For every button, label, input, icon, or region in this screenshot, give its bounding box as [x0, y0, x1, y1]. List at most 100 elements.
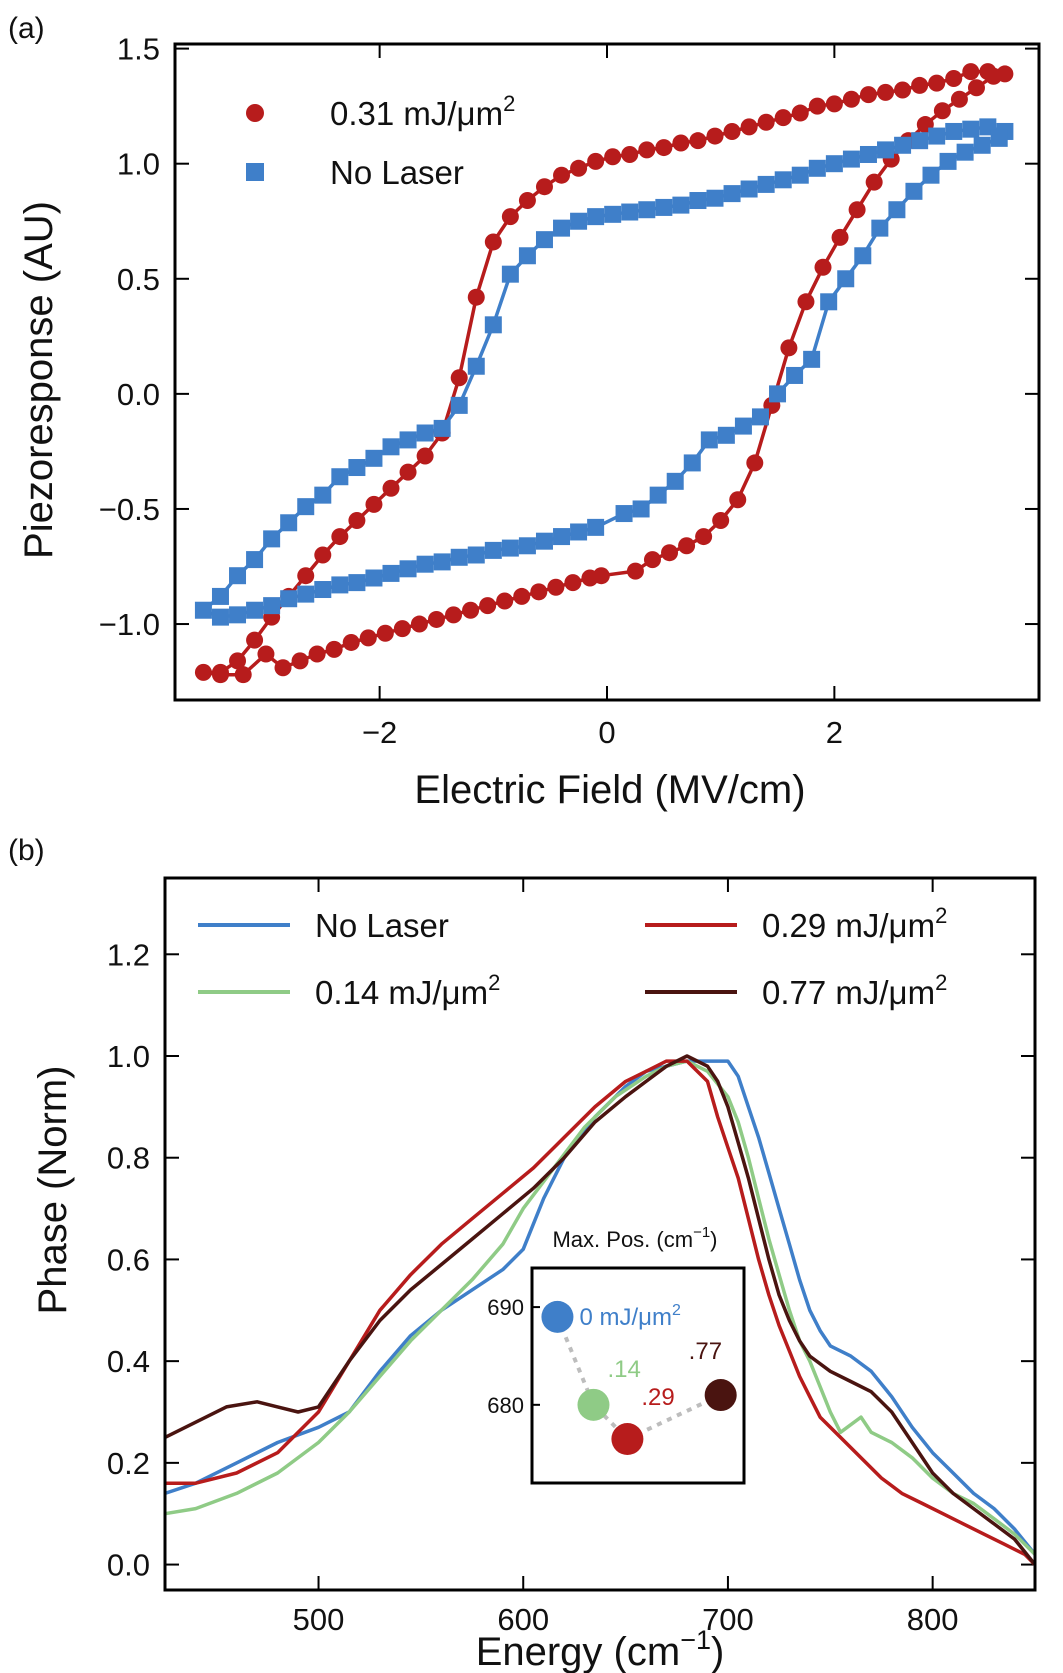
panel-a-point-circle — [825, 95, 843, 113]
panel-b-frame — [163, 876, 1037, 1592]
panel-a-point-square — [194, 601, 212, 619]
panel-a-point-square — [501, 265, 519, 283]
panel-a-xlabel: Electric Field (MV/cm) — [414, 768, 805, 812]
panel-a-point-circle — [484, 233, 502, 251]
panel-a-xtick-label: 2 — [826, 715, 843, 750]
panel-b-xtick-label: 700 — [702, 1602, 754, 1637]
panel-a-point-circle — [291, 652, 309, 670]
panel-a-point-circle — [757, 113, 775, 131]
panel-a-point-square — [331, 576, 349, 594]
inset-ytick-label: 690 — [487, 1295, 524, 1320]
panel-a-point-circle — [740, 118, 758, 136]
legend-marker-0.31 — [246, 104, 264, 122]
panel-a-point-circle — [587, 152, 605, 170]
panel-a-point-circle — [661, 544, 679, 562]
panel-b-ytick-label: 0.4 — [107, 1344, 150, 1379]
panel-a-point-circle — [911, 76, 929, 94]
panel-a-point-circle — [553, 166, 571, 184]
panel-a-point-square — [211, 608, 229, 626]
panel-a-point-circle — [808, 97, 826, 115]
inset-ytick-label: 680 — [487, 1393, 524, 1418]
panel-a-point-square — [734, 417, 752, 435]
panel-a-point-circle — [570, 159, 588, 177]
panel-a-point-circle — [325, 640, 343, 658]
panel-a-point-circle — [950, 90, 968, 108]
panel-a-point-square — [382, 564, 400, 582]
panel-a-ylabel: Piezoresponse (AU) — [17, 201, 61, 559]
panel-a-point-square — [786, 366, 804, 384]
panel-a-point-square — [416, 424, 434, 442]
panel-a-point-square — [859, 145, 877, 163]
inset-point — [577, 1388, 610, 1421]
panel-a-point-circle — [479, 597, 497, 615]
panel-b-ytick-label: 0.2 — [107, 1446, 150, 1481]
panel-a-point-square — [229, 606, 247, 624]
panel-a-point-circle — [450, 369, 468, 387]
panel-a-point-square — [535, 231, 553, 249]
panel-a-point-circle — [655, 139, 673, 157]
inset-connector — [555, 1316, 722, 1442]
panel-a-point-square — [769, 385, 787, 403]
panel-a-point-circle — [513, 587, 531, 605]
panel-a-point-circle — [678, 537, 696, 555]
legend-label-0.77: 0.77 mJ/μm2 — [762, 970, 947, 1011]
panel-a-point-circle — [462, 601, 480, 619]
panel-a-point-circle — [621, 145, 639, 163]
inset-point-label: .77 — [689, 1338, 722, 1365]
panel-a-point-square — [263, 530, 281, 548]
panel-a-point-square — [638, 201, 656, 219]
panel-a-point-square — [399, 431, 417, 449]
panel-a-point-circle — [257, 645, 275, 663]
panel-a-point-square — [945, 122, 963, 140]
panel-a-point-square — [871, 219, 889, 237]
panel-a-point-square — [433, 553, 451, 571]
panel-a-point-circle — [797, 293, 815, 311]
panel-a-point-square — [450, 548, 468, 566]
panel-a-point-square — [382, 438, 400, 456]
panel-a-point-circle — [331, 528, 349, 546]
panel-a-point-circle — [194, 663, 212, 681]
panel-a-point-square — [888, 201, 906, 219]
panel-a-point-circle — [967, 79, 985, 97]
panel-b: (b) Energy (cm−1) Phase (Norm) 500 600 700… — [8, 834, 1037, 1673]
panel-a-point-square — [280, 514, 298, 532]
panel-a-point-circle — [234, 666, 252, 684]
panel-a-point-circle — [342, 633, 360, 651]
panel-a-point-circle — [564, 574, 582, 592]
panel-a-point-circle — [842, 90, 860, 108]
panel-a-point-circle — [535, 178, 553, 196]
panel-a-point-square — [615, 505, 633, 523]
panel-a-point-circle — [530, 583, 548, 601]
panel-a-point-circle — [774, 109, 792, 127]
panel-a-point-circle — [729, 491, 747, 509]
panel-b-ytick-label: 0.0 — [107, 1548, 150, 1583]
panel-a-point-circle — [643, 551, 661, 569]
panel-a-point-circle — [496, 592, 514, 610]
panel-a-point-square — [553, 528, 571, 546]
panel-a-legend: 0.31 mJ/μm2 No Laser — [246, 91, 515, 191]
panel-a-point-square — [399, 560, 417, 578]
panel-a-point-circle — [848, 201, 866, 219]
panel-a-point-circle — [945, 70, 963, 88]
panel-a-point-square — [246, 601, 264, 619]
panel-b-label: (b) — [8, 834, 45, 867]
panel-b-series-line-2 — [165, 1059, 1037, 1566]
panel-a-point-square — [928, 127, 946, 145]
panel-a-point-square — [854, 247, 872, 265]
panel-a-point-square — [757, 175, 775, 193]
inset-point-label: 0 mJ/μm2 — [579, 1302, 681, 1331]
panel-a-point-circle — [365, 495, 383, 513]
panel-a-point-circle — [962, 63, 980, 81]
panel-a-ytick-label: 1.0 — [117, 147, 160, 182]
panel-a-point-square — [467, 546, 485, 564]
panel-a-point-circle — [723, 122, 741, 140]
panel-a-point-square — [416, 555, 434, 573]
panel-a-point-square — [990, 129, 1008, 147]
panel-b-series-line-3 — [164, 1054, 1037, 1566]
panel-b-legend: No Laser 0.14 mJ/μm2 0.29 mJ/μm2 0.77 mJ… — [198, 903, 947, 1011]
panel-a-point-circle — [706, 127, 724, 145]
panel-a-point-square — [297, 498, 315, 516]
panel-a-point-square — [211, 587, 229, 605]
panel-a-point-square — [587, 518, 605, 536]
